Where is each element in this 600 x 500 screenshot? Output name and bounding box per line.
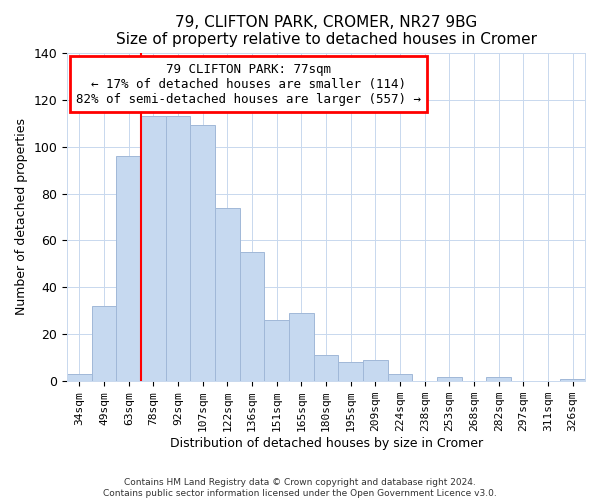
Bar — [487, 376, 511, 381]
Bar — [437, 376, 462, 381]
Bar — [92, 306, 116, 381]
Bar — [116, 156, 141, 381]
Bar — [215, 208, 240, 381]
Bar — [166, 116, 190, 381]
X-axis label: Distribution of detached houses by size in Cromer: Distribution of detached houses by size … — [170, 437, 482, 450]
Bar — [314, 356, 338, 381]
Bar — [363, 360, 388, 381]
Bar — [240, 252, 265, 381]
Bar — [289, 313, 314, 381]
Text: 79 CLIFTON PARK: 77sqm
← 17% of detached houses are smaller (114)
82% of semi-de: 79 CLIFTON PARK: 77sqm ← 17% of detached… — [76, 62, 421, 106]
Bar — [560, 379, 585, 381]
Bar — [265, 320, 289, 381]
Title: 79, CLIFTON PARK, CROMER, NR27 9BG
Size of property relative to detached houses : 79, CLIFTON PARK, CROMER, NR27 9BG Size … — [116, 15, 536, 48]
Bar — [338, 362, 363, 381]
Text: Contains HM Land Registry data © Crown copyright and database right 2024.
Contai: Contains HM Land Registry data © Crown c… — [103, 478, 497, 498]
Bar — [190, 126, 215, 381]
Bar — [141, 116, 166, 381]
Y-axis label: Number of detached properties: Number of detached properties — [15, 118, 28, 316]
Bar — [67, 374, 92, 381]
Bar — [388, 374, 412, 381]
